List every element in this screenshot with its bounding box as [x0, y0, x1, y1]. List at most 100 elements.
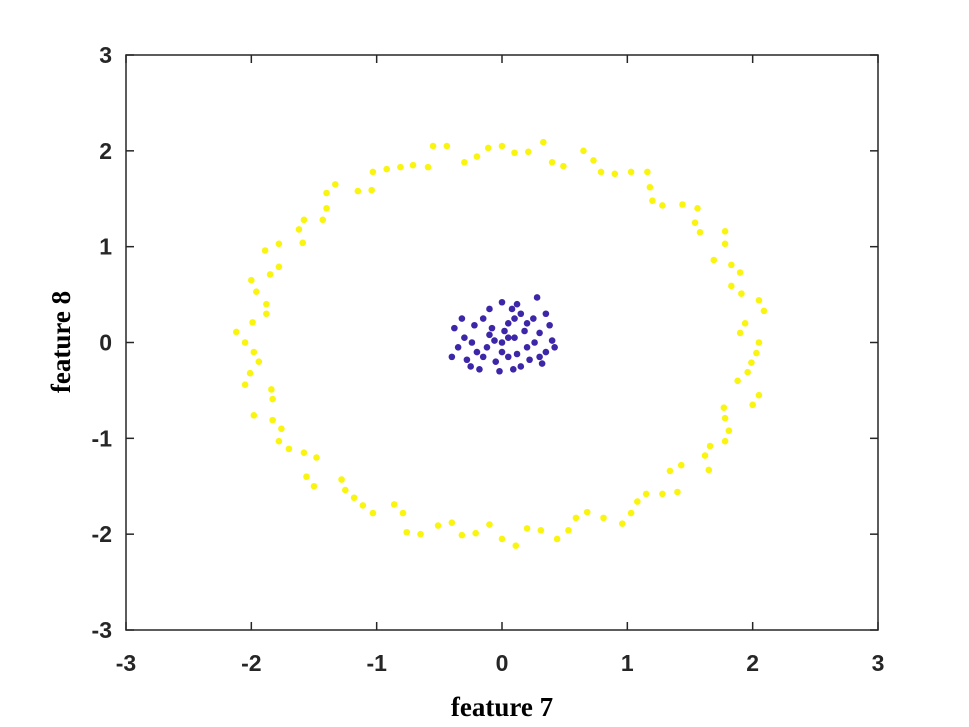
point: [744, 368, 751, 376]
point: [634, 498, 641, 505]
point: [597, 168, 605, 176]
point: [734, 377, 741, 385]
point: [275, 240, 283, 248]
point: [241, 381, 249, 388]
point: [253, 288, 260, 296]
x-axis-label: feature 7: [451, 692, 553, 722]
point: [268, 386, 275, 393]
point: [748, 359, 755, 366]
point: [644, 168, 651, 176]
point: [479, 315, 487, 322]
point: [263, 300, 270, 308]
point: [736, 329, 744, 337]
plot-area: [232, 138, 768, 549]
point: [249, 319, 256, 326]
point: [583, 508, 591, 516]
point: [263, 310, 270, 318]
point: [706, 442, 714, 450]
point: [397, 163, 404, 171]
point: [479, 353, 487, 361]
point: [600, 514, 607, 522]
point: [498, 339, 506, 346]
point: [338, 476, 345, 483]
point: [659, 202, 666, 209]
point: [342, 486, 349, 494]
point: [517, 310, 525, 318]
point: [250, 348, 258, 356]
point: [486, 521, 493, 528]
point: [590, 157, 597, 164]
point: [530, 315, 537, 322]
point: [513, 350, 521, 358]
point: [501, 327, 508, 335]
point: [753, 349, 760, 357]
point: [496, 367, 503, 375]
point: [674, 488, 681, 496]
point: [369, 509, 377, 517]
point: [448, 519, 456, 526]
x-tick-label: 1: [621, 650, 634, 676]
point: [533, 294, 541, 301]
point: [560, 162, 567, 170]
point: [448, 353, 456, 361]
point: [483, 343, 491, 351]
point: [403, 528, 411, 536]
point: [511, 149, 518, 157]
point: [486, 305, 493, 313]
point: [488, 324, 496, 332]
point: [473, 348, 481, 356]
point: [725, 427, 733, 434]
point: [659, 490, 666, 498]
point: [755, 391, 763, 399]
point: [548, 337, 556, 344]
point: [720, 404, 728, 411]
point: [369, 168, 377, 176]
point: [511, 315, 518, 322]
point: [580, 147, 587, 155]
point: [467, 363, 474, 370]
point: [511, 334, 518, 342]
point: [537, 527, 545, 534]
point: [255, 358, 263, 365]
point: [472, 529, 479, 537]
point: [551, 343, 558, 351]
point: [498, 298, 506, 306]
point: [721, 240, 729, 248]
point: [498, 348, 506, 356]
point: [546, 321, 553, 329]
point: [454, 343, 462, 351]
point: [721, 414, 729, 422]
point: [303, 473, 310, 480]
point: [269, 416, 276, 424]
point: [553, 535, 561, 543]
y-tick-label: 3: [99, 42, 112, 68]
point: [536, 329, 543, 337]
point: [473, 153, 481, 160]
point: [536, 353, 543, 361]
y-tick-label: -2: [92, 521, 112, 547]
x-tick-label: -3: [116, 650, 136, 676]
point: [443, 142, 451, 150]
point: [611, 170, 619, 178]
point: [701, 452, 709, 459]
point: [525, 148, 532, 156]
point: [521, 327, 528, 335]
y-tick-label: -1: [92, 425, 113, 451]
point: [434, 522, 442, 529]
point: [275, 263, 283, 271]
point: [531, 339, 538, 346]
point: [565, 527, 572, 534]
point: [721, 437, 729, 445]
y-tick-label: 1: [99, 234, 112, 260]
point: [540, 138, 547, 146]
point: [354, 187, 362, 195]
point: [666, 467, 674, 475]
point: [677, 461, 685, 469]
point: [468, 339, 476, 346]
axes-box: [125, 54, 879, 631]
point: [738, 290, 745, 297]
point: [523, 320, 531, 327]
point: [721, 228, 729, 235]
